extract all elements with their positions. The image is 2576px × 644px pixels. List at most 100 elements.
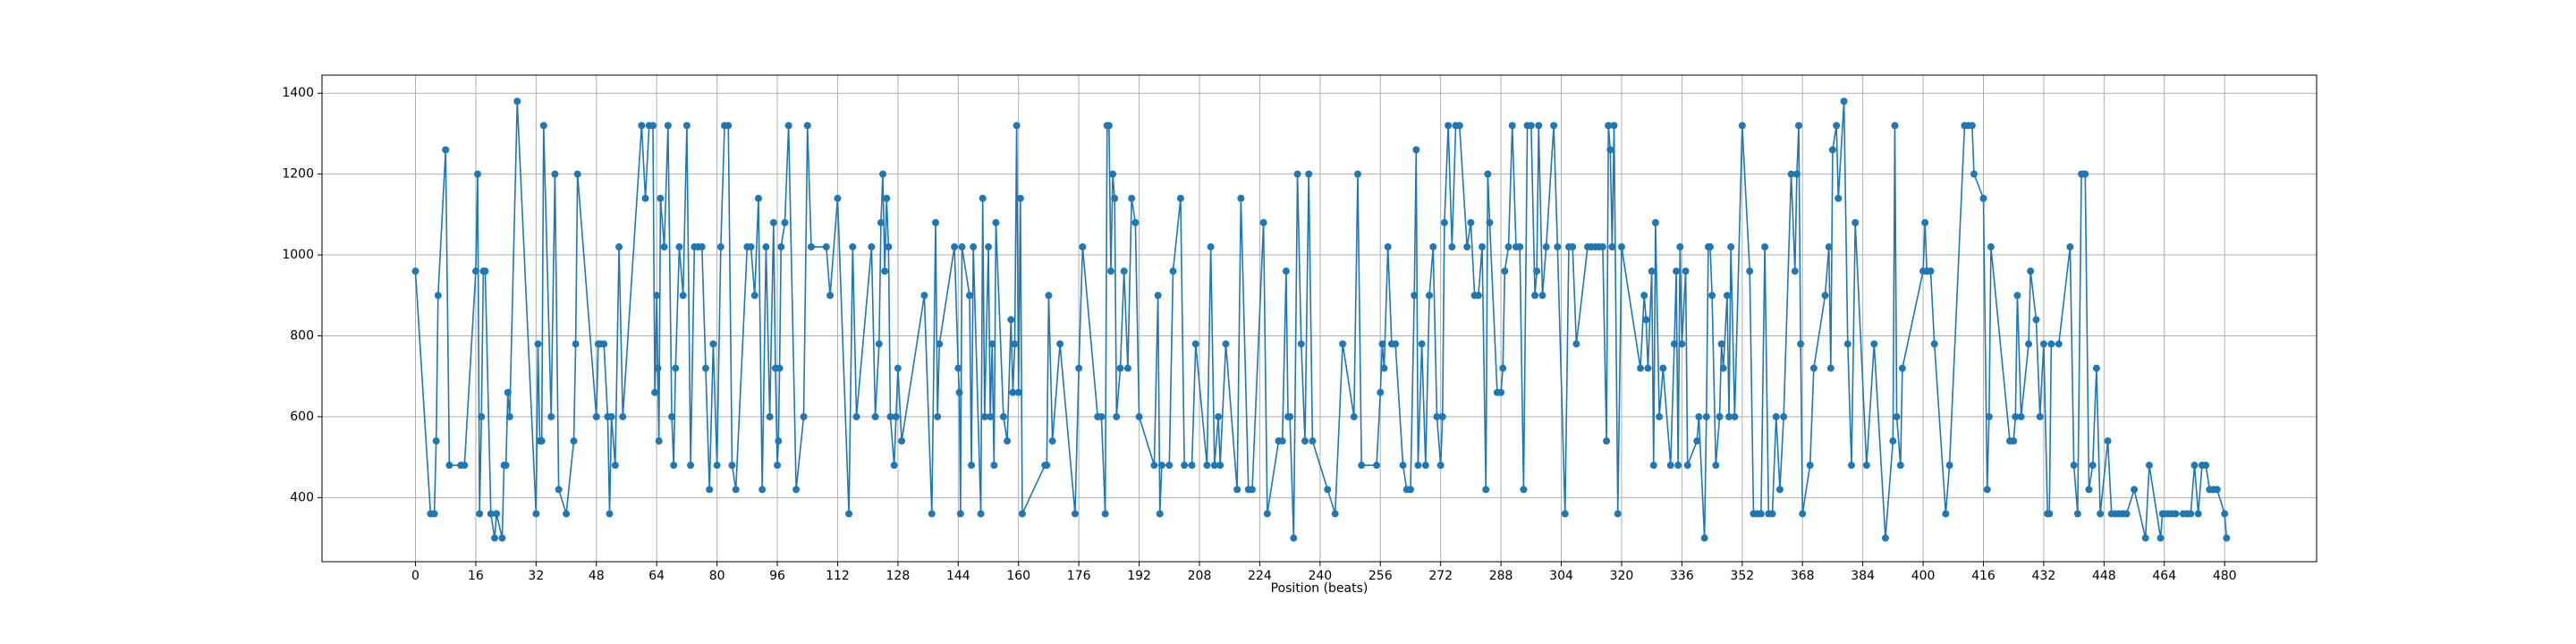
data-point [1843,340,1852,348]
data-point [890,462,898,470]
data-point [1309,437,1317,445]
data-point [1433,412,1441,420]
data-point [1891,122,1899,130]
data-point [1406,486,1414,494]
data-point [1501,267,1509,275]
data-point [1380,364,1388,372]
data-point [664,122,672,130]
data-point [1018,510,1026,518]
data-point [2027,267,2035,275]
data-point [1806,462,1814,470]
x-tick-label: 400 [1911,569,1936,583]
data-point [1642,316,1650,324]
data-point [879,170,887,178]
data-point [1455,122,1463,130]
data-point [792,486,801,494]
data-point [1572,340,1580,348]
data-point [606,510,614,518]
data-point [1007,316,1015,324]
data-point [1207,243,1215,251]
data-point [1210,462,1218,470]
data-point [706,486,714,494]
data-point [2039,340,2047,348]
data-point [934,412,942,420]
x-tick-label: 80 [709,569,725,583]
data-point [430,510,438,518]
data-point [1757,510,1765,518]
data-point [1835,194,1843,202]
x-tick-label: 448 [2092,569,2116,583]
data-point [611,462,619,470]
data-point [1898,364,1906,372]
y-tick-label: 600 [290,410,314,424]
x-tick-label: 272 [1428,569,1453,583]
data-point [493,510,501,518]
data-point [1719,364,1727,372]
data-point [1727,243,1735,251]
plot-frame [321,74,2318,563]
data-point [1301,437,1309,445]
data-point [868,243,876,251]
data-point [547,412,555,420]
data-point [1870,340,1878,348]
x-tick-label: 480 [2213,569,2237,583]
data-point [877,218,885,226]
data-point [1527,122,1535,130]
data-point [471,267,479,275]
data-point [1181,462,1189,470]
data-point [1797,340,1805,348]
data-point [478,412,486,420]
data-point [2202,462,2210,470]
data-point [1105,122,1113,130]
data-point [1520,486,1528,494]
data-line [414,100,2228,539]
data-point [505,412,513,420]
data-point [2032,316,2040,324]
x-tick-label: 48 [589,569,605,583]
data-point [1542,243,1550,251]
y-tick-label: 1000 [282,248,314,262]
data-point [979,194,987,202]
data-point [651,388,659,396]
data-point [2213,486,2221,494]
data-point [2085,486,2093,494]
x-tick-label: 144 [946,569,970,583]
data-point [769,218,777,226]
data-point [1673,267,1681,275]
data-point [1248,486,1256,494]
data-point [1377,388,1385,396]
data-point [1768,510,1776,518]
data-point [1772,412,1780,420]
data-point [852,412,860,420]
data-point [563,510,571,518]
data-point [1533,267,1541,275]
data-point [1723,292,1731,300]
data-point [1702,412,1710,420]
data-point [2081,170,2089,178]
data-point [1889,437,1897,445]
data-point [1651,218,1659,226]
data-point [2141,534,2149,542]
data-point [1278,437,1286,445]
data-point [1120,267,1128,275]
data-point [490,534,498,542]
data-point [698,243,706,251]
data-point [875,340,883,348]
data-point [1440,218,1448,226]
data-point [2221,510,2229,518]
data-point [775,437,783,445]
data-point [670,462,678,470]
data-point [1968,122,1976,130]
data-point [1666,462,1674,470]
data-point [822,243,830,251]
data-point [1644,364,1652,372]
data-point [1825,243,1833,251]
data-point [679,292,687,300]
data-point [1414,462,1422,470]
data-point [1683,462,1691,470]
data-point [1339,340,1347,348]
data-point [657,194,665,202]
data-point [2013,292,2021,300]
data-point [920,292,928,300]
data-point [660,243,668,251]
